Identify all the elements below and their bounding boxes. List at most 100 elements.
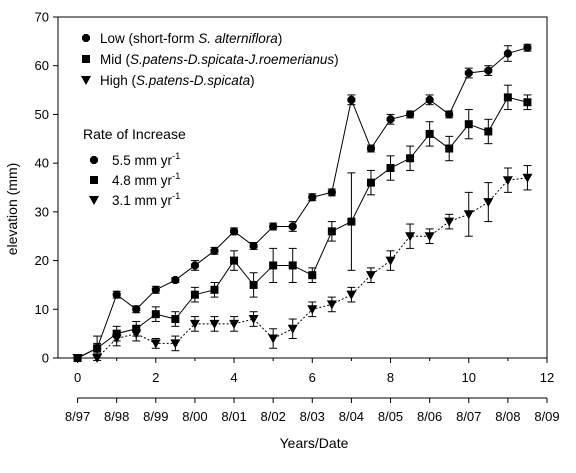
- data-point: [151, 310, 160, 319]
- data-point: [210, 285, 219, 294]
- rate-legend: Rate of Increase 5.5 mm yr-1 4.8 mm yr-1 3.…: [83, 126, 186, 208]
- data-point: [502, 176, 513, 186]
- y-axis: 0 10 20 30 40 50 60 70: [35, 10, 58, 366]
- legend: Low (short-form S. alterniflora) Mid (S.p…: [81, 31, 339, 88]
- legend-marker: [82, 55, 90, 63]
- data-point: [406, 110, 415, 119]
- data-point: [92, 354, 103, 363]
- date-tick-label: 8/08: [495, 409, 520, 424]
- data-point: [484, 66, 493, 75]
- data-point: [171, 276, 180, 285]
- series-triangle-down: [72, 165, 533, 363]
- data-point: [327, 227, 336, 236]
- legend-entry: Low (short-form S. alterniflora): [100, 31, 282, 46]
- x-tick-label: 2: [152, 370, 159, 385]
- data-point: [189, 319, 200, 329]
- data-point: [268, 334, 279, 344]
- data-point: [405, 232, 416, 242]
- date-tick-label: 8/99: [143, 409, 168, 424]
- data-point: [209, 319, 220, 329]
- data-point: [386, 164, 395, 173]
- data-point: [425, 129, 434, 138]
- date-tick-label: 8/06: [417, 409, 442, 424]
- legend-marker: [81, 76, 91, 85]
- data-point: [171, 315, 180, 324]
- data-point: [503, 49, 512, 58]
- data-point: [406, 154, 415, 163]
- legend-entry: High (S.patens-D.spicata): [100, 73, 255, 88]
- data-point: [522, 173, 533, 183]
- data-point: [229, 319, 240, 329]
- data-point: [72, 354, 83, 363]
- data-point: [307, 305, 318, 315]
- rate-legend-marker: [90, 176, 98, 184]
- data-point: [288, 222, 297, 231]
- data-point: [347, 217, 356, 226]
- data-point: [464, 120, 473, 129]
- data-point: [308, 193, 317, 202]
- data-point: [365, 271, 376, 281]
- date-tick-label: 8/04: [339, 409, 364, 424]
- data-point: [523, 43, 532, 52]
- date-axis: 8/97 8/98 8/99 8/00 8/01 8/02 8/03 8/04 8/05 8/06…: [65, 397, 560, 424]
- data-point: [503, 93, 512, 102]
- y-tick-label: 30: [35, 204, 49, 219]
- data-point: [287, 324, 298, 334]
- data-point: [464, 69, 473, 78]
- data-point: [248, 315, 259, 325]
- date-tick-label: 8/02: [261, 409, 286, 424]
- data-point: [150, 339, 161, 349]
- y-tick-label: 60: [35, 58, 49, 73]
- date-tick-label: 8/07: [456, 409, 481, 424]
- data-point: [424, 232, 435, 242]
- y-tick-label: 20: [35, 253, 49, 268]
- data-point: [308, 271, 317, 280]
- data-point: [386, 115, 395, 124]
- data-point: [210, 246, 219, 255]
- x-tick-label: 8: [387, 370, 394, 385]
- x-tick-label: 4: [230, 370, 237, 385]
- data-point: [445, 144, 454, 153]
- y-tick-label: 70: [35, 10, 49, 25]
- x-tick-label: 10: [462, 370, 476, 385]
- rate-legend-entry: 4.8 mm yr-1: [112, 171, 180, 188]
- legend-entry: Mid (S.patens-D.spicata-J.roemerianus): [100, 52, 339, 67]
- data-point: [93, 344, 102, 353]
- date-tick-label: 8/97: [65, 409, 90, 424]
- data-point: [151, 285, 160, 294]
- data-point: [366, 178, 375, 187]
- data-point: [346, 290, 357, 300]
- plot-border: [57, 16, 548, 359]
- data-point: [170, 339, 181, 349]
- date-tick-label: 8/09: [534, 409, 559, 424]
- y-tick-label: 50: [35, 107, 49, 122]
- x-tick-label: 0: [74, 370, 81, 385]
- plot-frame: [57, 16, 548, 359]
- date-tick-label: 8/00: [182, 409, 207, 424]
- x-tick-label: 12: [540, 370, 554, 385]
- date-tick-label: 8/03: [300, 409, 325, 424]
- data-point: [326, 300, 337, 310]
- data-point: [288, 261, 297, 270]
- data-point: [131, 329, 142, 339]
- rate-legend-entry: 3.1 mm yr-1: [112, 191, 180, 208]
- data-point: [463, 210, 474, 220]
- rate-legend-marker: [90, 156, 98, 164]
- data-point: [425, 95, 434, 104]
- x-axis-title: Years/Date: [280, 435, 349, 451]
- data-point: [132, 305, 141, 314]
- y-tick-label: 0: [42, 351, 49, 366]
- data-point: [385, 256, 396, 266]
- data-point: [483, 198, 494, 208]
- data-point: [484, 127, 493, 136]
- data-series: [72, 43, 533, 363]
- data-point: [230, 256, 239, 265]
- y-tick-label: 40: [35, 156, 49, 171]
- rate-legend-title: Rate of Increase: [83, 126, 186, 142]
- x-tick-label: 6: [309, 370, 316, 385]
- data-point: [444, 217, 455, 227]
- data-point: [112, 290, 121, 299]
- data-point: [269, 261, 278, 270]
- y-tick-label: 10: [35, 302, 49, 317]
